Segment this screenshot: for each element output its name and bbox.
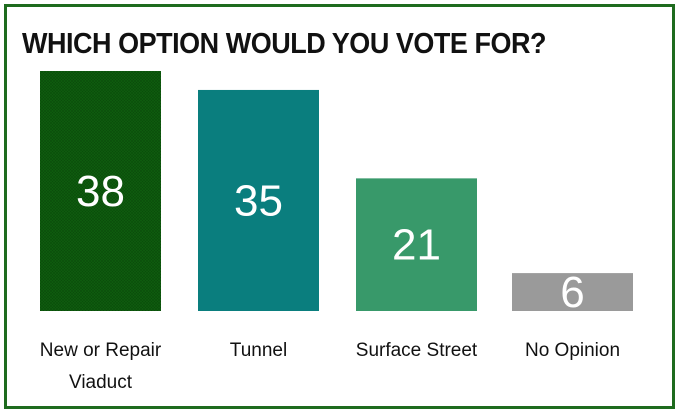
category-label-surface-street: Surface Street (356, 340, 478, 361)
category-label-tunnel: Tunnel (230, 340, 287, 361)
bar-tunnel (198, 89, 319, 312)
category-label-new-or-repair-viaduct: New or Repair Viaduct (40, 340, 162, 393)
value-label-no-opinion: 6 (560, 268, 584, 317)
value-label-tunnel: 35 (234, 176, 283, 225)
category-label-no-opinion: No Opinion (525, 340, 620, 361)
chart-title: WHICH OPTION WOULD YOU VOTE FOR? (22, 28, 547, 60)
bar-surface-street (356, 178, 477, 311)
value-label-new-or-repair-viaduct: 38 (76, 167, 125, 216)
bar-new-or-repair-viaduct (40, 71, 161, 311)
value-label-surface-street: 21 (392, 221, 441, 270)
bar-no-opinion (512, 273, 633, 311)
